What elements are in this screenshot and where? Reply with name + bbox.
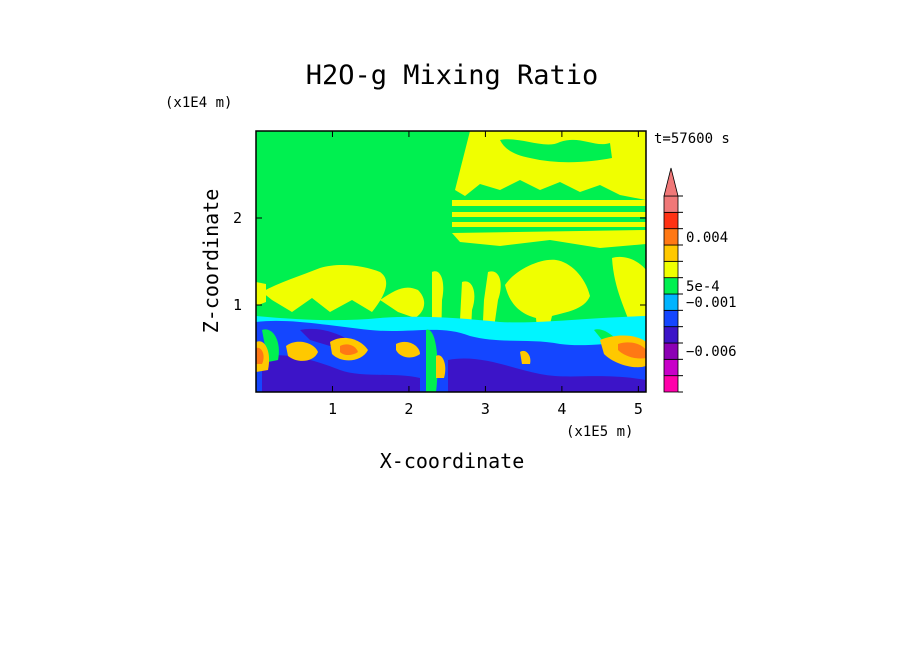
colorbar-swatch bbox=[663, 293, 679, 311]
colorbar-swatch bbox=[663, 211, 679, 230]
field-yellow-band-4 bbox=[452, 230, 646, 248]
axis-ticks: 1 2 3 4 5 1 2 bbox=[233, 131, 646, 418]
plot-frame bbox=[255, 130, 647, 393]
x-tick-label: 5 bbox=[634, 400, 643, 418]
field-yellow-band-2 bbox=[452, 212, 646, 217]
field-yellow-band-3 bbox=[452, 222, 646, 227]
y-tick-label: 2 bbox=[233, 209, 242, 227]
colorbar-swatch bbox=[663, 244, 679, 262]
colorbar-swatch bbox=[663, 358, 679, 377]
colorbar-swatch bbox=[663, 375, 679, 393]
field-red-core-1 bbox=[256, 347, 264, 364]
y-unit-label: (x1E4 m) bbox=[165, 95, 232, 111]
field-orange-cell-4 bbox=[396, 341, 420, 358]
colorbar-label: −0.006 bbox=[686, 344, 737, 360]
colorbar-swatch bbox=[663, 260, 679, 279]
field-yellow-plume-mid bbox=[380, 287, 425, 318]
colorbar-swatch bbox=[663, 277, 679, 295]
field-green-patch bbox=[500, 139, 612, 163]
colorbar-swatch bbox=[663, 342, 679, 360]
x-unit-label: (x1E5 m) bbox=[566, 424, 633, 440]
field-red-core-3 bbox=[340, 344, 358, 355]
x-tick-label: 3 bbox=[481, 400, 490, 418]
colorbar-label: 0.004 bbox=[686, 230, 728, 246]
time-label: t=57600 s bbox=[654, 131, 730, 147]
field-green-tendril-2 bbox=[426, 329, 438, 392]
colorbar-label: 5e-4 bbox=[686, 279, 720, 295]
y-tick-label: 1 bbox=[233, 296, 242, 314]
x-tick-label: 2 bbox=[404, 400, 413, 418]
field-darkblue-1 bbox=[262, 355, 420, 392]
field-orange-cell-2 bbox=[286, 341, 318, 361]
colorbar-swatch bbox=[663, 309, 679, 328]
colorbar-label: −0.001 bbox=[686, 295, 737, 311]
x-axis-label: X-coordinate bbox=[380, 449, 525, 473]
contour-field bbox=[256, 131, 646, 392]
colorbar: 0.004 5e-4−0.001 −0.006 bbox=[663, 167, 737, 393]
x-tick-label: 1 bbox=[328, 400, 337, 418]
chart-title: H2O-g Mixing Ratio bbox=[306, 60, 599, 91]
field-yellow-dome bbox=[505, 259, 590, 340]
field-green-tendril-1 bbox=[262, 329, 279, 362]
field-yellow-left-edge bbox=[256, 282, 266, 306]
field-yellow-plume-left bbox=[262, 265, 387, 312]
field-yellow-band-1 bbox=[452, 200, 646, 206]
colorbar-swatch bbox=[663, 326, 679, 344]
field-darkblue-2 bbox=[448, 358, 646, 392]
field-yellow-plume-right bbox=[612, 256, 646, 330]
colorbar-extend-arrow bbox=[663, 167, 679, 197]
x-tick-label: 4 bbox=[557, 400, 566, 418]
field-orange-cell-5 bbox=[436, 355, 446, 378]
colorbar-swatch bbox=[663, 195, 679, 213]
field-orange-cell-7 bbox=[520, 350, 531, 364]
colorbar-swatch bbox=[663, 228, 679, 246]
field-red-core-6 bbox=[618, 342, 646, 359]
y-axis-label: Z-coordinate bbox=[199, 189, 223, 334]
